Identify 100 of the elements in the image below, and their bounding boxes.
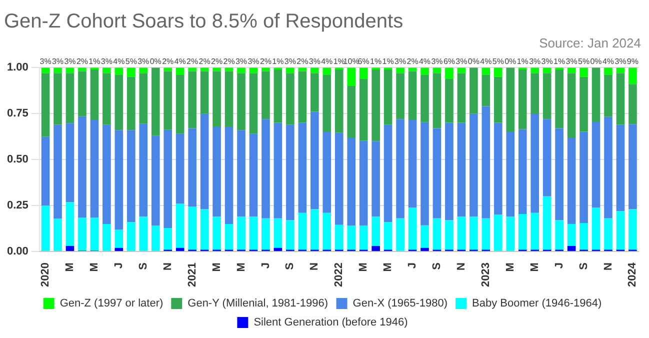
bar [445, 220, 454, 250]
bar [396, 68, 404, 74]
bar [176, 74, 184, 134]
x-tick-label: S [137, 262, 150, 270]
bar [396, 119, 404, 218]
data-label: 3% [541, 56, 553, 66]
bar [580, 76, 588, 132]
data-label: 3% [100, 56, 112, 66]
bar [310, 68, 319, 74]
bar [237, 130, 246, 217]
bar [78, 218, 86, 251]
bar [628, 84, 637, 124]
x-tick-label: 2024 [626, 262, 639, 288]
bar [310, 73, 319, 112]
bar [139, 73, 148, 124]
bar [542, 119, 552, 196]
x-tick-label: N [308, 262, 321, 270]
bar [555, 220, 564, 250]
bar [506, 132, 515, 217]
bar [188, 128, 196, 206]
bar [445, 68, 454, 79]
bar [54, 218, 62, 252]
bar [41, 206, 50, 252]
bar [102, 73, 111, 125]
bar [445, 122, 454, 220]
bar [530, 212, 540, 250]
bar [114, 248, 124, 252]
bar [542, 73, 552, 120]
bar [396, 73, 404, 120]
bar [298, 212, 307, 250]
bar [212, 126, 221, 217]
bar [322, 74, 332, 132]
bar [347, 137, 356, 226]
bar [347, 68, 356, 86]
data-label: 3% [284, 56, 296, 66]
data-label: 0% [504, 56, 516, 66]
data-label: 3% [138, 56, 150, 66]
bar [322, 132, 332, 213]
legend-label: Gen-X (1965-1980) [352, 298, 448, 310]
bar [41, 136, 50, 206]
bar [616, 124, 625, 212]
bar [286, 68, 294, 74]
bar [420, 68, 429, 75]
bar [127, 222, 136, 252]
bar [262, 71, 270, 120]
x-tick-label: M [358, 262, 370, 272]
bar [567, 224, 576, 246]
bar [334, 69, 344, 133]
bar [470, 68, 478, 114]
data-label: 2% [186, 56, 198, 66]
bar [200, 68, 209, 72]
bar [151, 136, 160, 226]
bar [298, 68, 307, 72]
data-label: 0% [150, 56, 162, 66]
bar [445, 78, 454, 123]
bar [114, 130, 124, 230]
bar [457, 216, 466, 250]
bar [262, 68, 270, 72]
y-tick-label: 0.75 [6, 108, 28, 120]
bar [54, 68, 62, 74]
bar [127, 76, 136, 130]
data-label: 3% [394, 56, 406, 66]
bar [432, 73, 442, 128]
bar [176, 68, 184, 75]
bar [66, 123, 74, 202]
bar [359, 140, 368, 226]
data-label: 5% [492, 56, 504, 66]
bar [102, 68, 111, 74]
x-tick-label: N [602, 262, 614, 270]
bar [628, 209, 637, 250]
bar [188, 206, 196, 250]
x-tick-label: M [210, 262, 223, 272]
bar [494, 76, 502, 123]
bar [616, 211, 625, 250]
bar [66, 246, 74, 252]
x-tick-label: M [64, 262, 76, 272]
bar [164, 228, 172, 250]
bar [542, 196, 552, 250]
chart-title: Gen-Z Cohort Soars to 8.5% of Respondents [4, 10, 404, 33]
data-label: 3% [456, 56, 468, 66]
bar [249, 73, 258, 134]
bar [604, 218, 612, 250]
bar [164, 130, 172, 228]
x-tick-label: J [406, 262, 419, 269]
data-label: 2% [296, 56, 308, 66]
data-label: 3% [248, 56, 260, 66]
data-label: 2% [260, 56, 272, 66]
x-tick-label: M [382, 262, 394, 272]
bar [592, 68, 600, 122]
x-tick-label: J [260, 262, 272, 269]
bar [237, 68, 246, 74]
bar [262, 119, 270, 218]
data-label: 0% [468, 56, 480, 66]
bar [432, 128, 442, 218]
bar [310, 112, 319, 210]
data-label: 3% [566, 56, 578, 66]
bar [237, 216, 246, 250]
bar [384, 69, 392, 125]
bar [482, 106, 490, 218]
bar [151, 226, 160, 252]
